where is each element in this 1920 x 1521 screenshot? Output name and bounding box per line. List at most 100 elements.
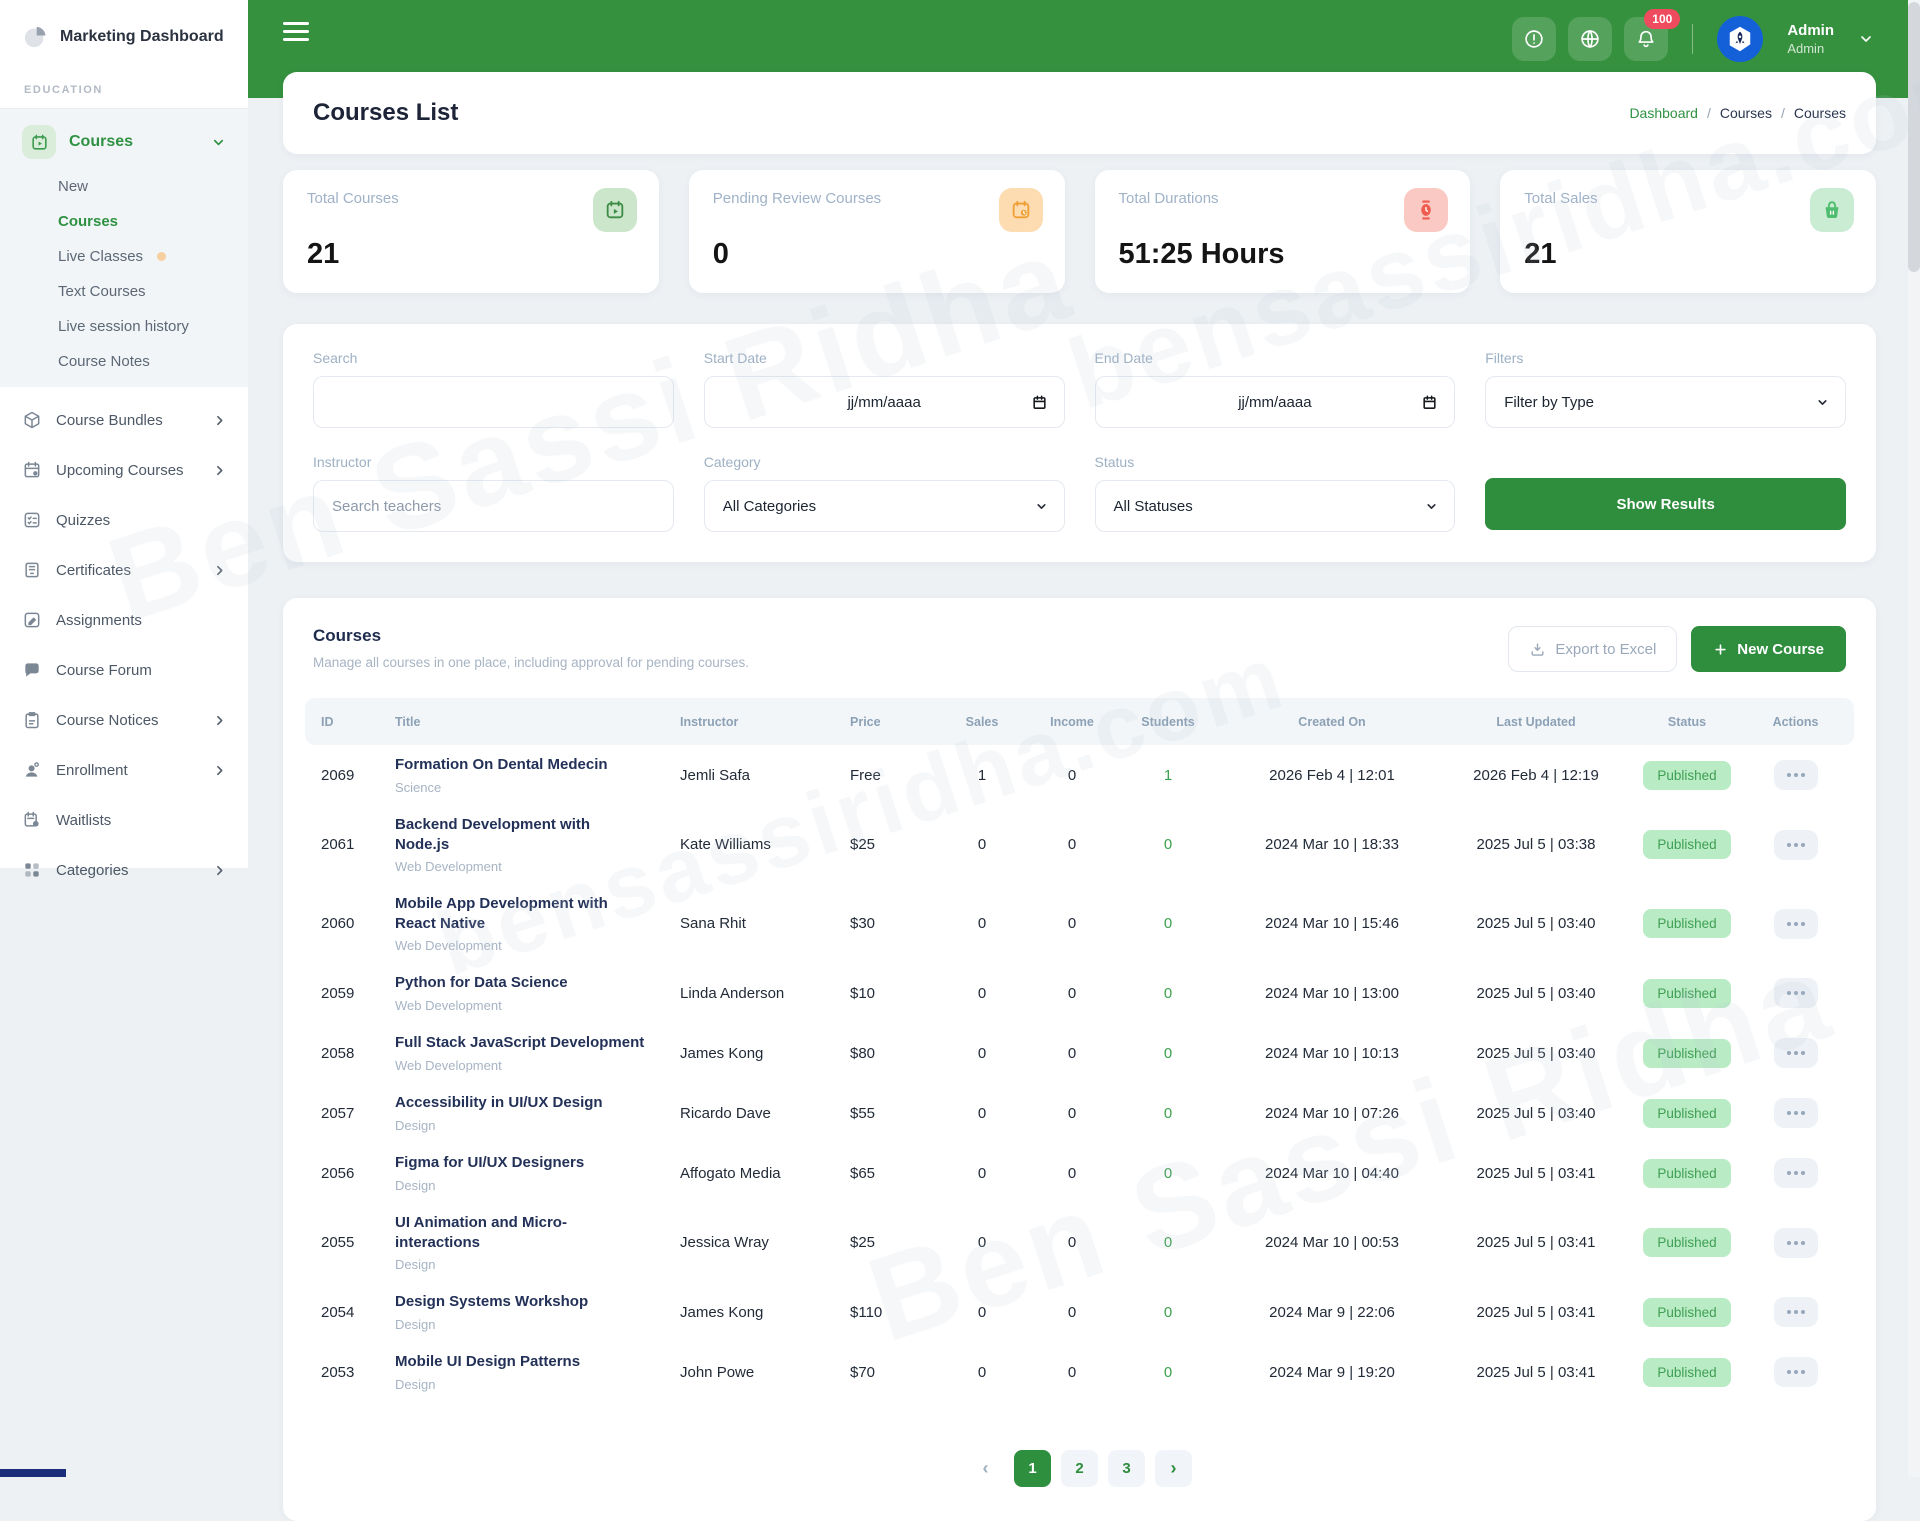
brand[interactable]: Marketing Dashboard xyxy=(0,0,248,70)
status-value: All Statuses xyxy=(1113,497,1193,515)
course-title-link[interactable]: Mobile UI Design Patterns xyxy=(395,1353,581,1371)
course-title-link[interactable]: Backend Development with Node.js xyxy=(395,816,591,853)
sidebar-subitem-label: Live Classes xyxy=(58,248,144,265)
table-row: 2054 Design Systems Workshop Design Jame… xyxy=(305,1282,1854,1342)
cell-sales: 0 xyxy=(977,1044,987,1062)
export-to-excel-button[interactable]: Export to Excel xyxy=(1508,626,1678,672)
sidebar-subitem[interactable]: Live Classes xyxy=(0,239,248,274)
sidebar-subitem[interactable]: Course Notes xyxy=(0,344,248,379)
filter-type-select[interactable]: Filter by Type xyxy=(1485,376,1846,428)
status-badge: Published xyxy=(1643,1098,1731,1128)
panel-head-text: Courses Manage all courses in one place,… xyxy=(313,626,749,670)
cell-id: 2054 xyxy=(321,1303,355,1321)
sidebar-subitem[interactable]: New xyxy=(0,169,248,204)
language-button[interactable] xyxy=(1568,17,1613,61)
course-title-link[interactable]: UI Animation and Micro-interactions xyxy=(395,1214,567,1251)
pagination-page-button[interactable]: 3 xyxy=(1108,1450,1145,1487)
row-actions-button[interactable] xyxy=(1773,1227,1818,1258)
show-results-button[interactable]: Show Results xyxy=(1485,478,1846,530)
stat-card-total-sales: Total Sales 21 xyxy=(1500,170,1876,293)
table-column-header: Title xyxy=(395,714,421,729)
instructor-search-input[interactable] xyxy=(313,480,674,532)
scrollbar-track[interactable] xyxy=(1908,0,1920,1477)
filter-field-instructor: Instructor xyxy=(313,454,674,532)
sidebar-item-label: Upcoming Courses xyxy=(56,461,184,479)
hamburger-menu-button[interactable] xyxy=(283,16,313,46)
course-title-link[interactable]: Figma for UI/UX Designers xyxy=(395,1154,585,1172)
start-date-input[interactable]: jj/mm/aaaa xyxy=(703,376,1065,428)
sidebar-item-quizzes[interactable]: Quizzes xyxy=(0,495,248,545)
breadcrumb-dashboard[interactable]: Dashboard xyxy=(1629,105,1698,121)
status-select[interactable]: All Statuses xyxy=(1094,480,1456,532)
cell-students: 0 xyxy=(1163,1044,1173,1062)
chevron-down-icon[interactable] xyxy=(1858,31,1874,47)
sidebar-item-categories[interactable]: Categories xyxy=(0,845,248,895)
pagination-prev-button[interactable]: ‹ xyxy=(967,1450,1004,1487)
sidebar-item-course-forum[interactable]: Course Forum xyxy=(0,645,248,695)
course-title-link[interactable]: Design Systems Workshop xyxy=(395,1293,589,1311)
calendar-clock-icon xyxy=(998,188,1043,232)
panel-subtitle: Manage all courses in one place, includi… xyxy=(313,655,750,670)
sidebar-subitem[interactable]: Live session history xyxy=(0,309,248,344)
cell-title: Accessibility in UI/UX Design Design xyxy=(395,1093,680,1133)
row-actions-button[interactable] xyxy=(1773,1098,1818,1128)
pagination-next-button[interactable]: › xyxy=(1155,1450,1192,1487)
category-select[interactable]: All Categories xyxy=(703,480,1065,532)
row-actions-button[interactable] xyxy=(1773,1357,1818,1387)
cell-status: Published xyxy=(1626,1098,1748,1128)
row-actions-button[interactable] xyxy=(1773,1038,1818,1068)
row-actions-button[interactable] xyxy=(1773,829,1818,860)
date-placeholder: jj/mm/aaaa xyxy=(1238,393,1312,411)
sidebar-item-upcoming-courses[interactable]: Upcoming Courses xyxy=(0,445,248,495)
notifications-button[interactable]: 100 xyxy=(1624,9,1681,61)
breadcrumb-courses[interactable]: Courses xyxy=(1719,105,1772,121)
course-title-link[interactable]: Mobile App Development with React Native xyxy=(395,895,608,932)
cell-actions xyxy=(1748,1158,1843,1188)
sidebar-item-waitlists[interactable]: Waitlists xyxy=(0,795,248,845)
course-title-link[interactable]: Accessibility in UI/UX Design xyxy=(395,1094,603,1112)
sidebar-item-course-notices[interactable]: Course Notices xyxy=(0,695,248,745)
search-input[interactable] xyxy=(313,376,674,428)
sidebar-item-assignments[interactable]: Assignments xyxy=(0,595,248,645)
row-actions-button[interactable] xyxy=(1773,1297,1818,1327)
course-title-link[interactable]: Formation On Dental Medecin xyxy=(395,756,608,774)
alerts-button[interactable] xyxy=(1512,17,1557,61)
pagination-page-button[interactable]: 2 xyxy=(1061,1450,1098,1487)
calendar-icon[interactable] xyxy=(1421,394,1438,411)
calendar-icon[interactable] xyxy=(1031,394,1048,411)
breadcrumb: Dashboard / Courses / Courses xyxy=(1629,105,1846,121)
cell-created-on: 2024 Mar 10 | 04:40 xyxy=(1265,1164,1399,1182)
cell-students: 0 xyxy=(1163,915,1173,932)
avatar[interactable] xyxy=(1717,16,1764,62)
course-title-link[interactable]: Full Stack JavaScript Development xyxy=(395,1034,645,1052)
sidebar-subitem[interactable]: Courses xyxy=(0,204,248,239)
course-title-link[interactable]: Python for Data Science xyxy=(395,974,568,992)
pagination-page-button[interactable]: 1 xyxy=(1014,1450,1051,1487)
cell-created-on: 2024 Mar 10 | 13:00 xyxy=(1265,984,1399,1002)
sidebar-item-courses[interactable]: Courses xyxy=(0,125,248,159)
row-actions-button[interactable] xyxy=(1773,978,1818,1008)
sidebar-subitem[interactable]: Text Courses xyxy=(0,274,248,309)
cell-actions xyxy=(1748,1227,1843,1258)
sidebar-item-course-bundles[interactable]: Course Bundles xyxy=(0,395,248,445)
status-badge: Published xyxy=(1643,909,1731,938)
end-date-input[interactable]: jj/mm/aaaa xyxy=(1094,376,1456,428)
user-menu[interactable]: Admin Admin xyxy=(1787,22,1834,56)
stat-value: 51:25 Hours xyxy=(1118,238,1285,270)
row-actions-button[interactable] xyxy=(1773,908,1818,939)
cell-id: 2060 xyxy=(321,915,355,932)
cell-sales: 0 xyxy=(977,1363,987,1381)
sidebar-item-label: Certificates xyxy=(56,561,132,579)
sidebar-item-enrollment[interactable]: Enrollment xyxy=(0,745,248,795)
box-icon xyxy=(22,410,42,430)
stat-value: 0 xyxy=(712,238,729,270)
cell-id: 2056 xyxy=(321,1164,355,1182)
scrollbar-thumb[interactable] xyxy=(1908,2,1920,272)
cell-id: 2069 xyxy=(321,766,355,784)
sidebar-item-certificates[interactable]: Certificates xyxy=(0,545,248,595)
row-actions-button[interactable] xyxy=(1773,760,1818,790)
pagination: ‹ 1 2 3 › xyxy=(305,1450,1854,1487)
row-actions-button[interactable] xyxy=(1773,1158,1818,1188)
new-course-button[interactable]: New Course xyxy=(1691,626,1846,672)
sidebar-item-label: Assignments xyxy=(56,611,142,629)
